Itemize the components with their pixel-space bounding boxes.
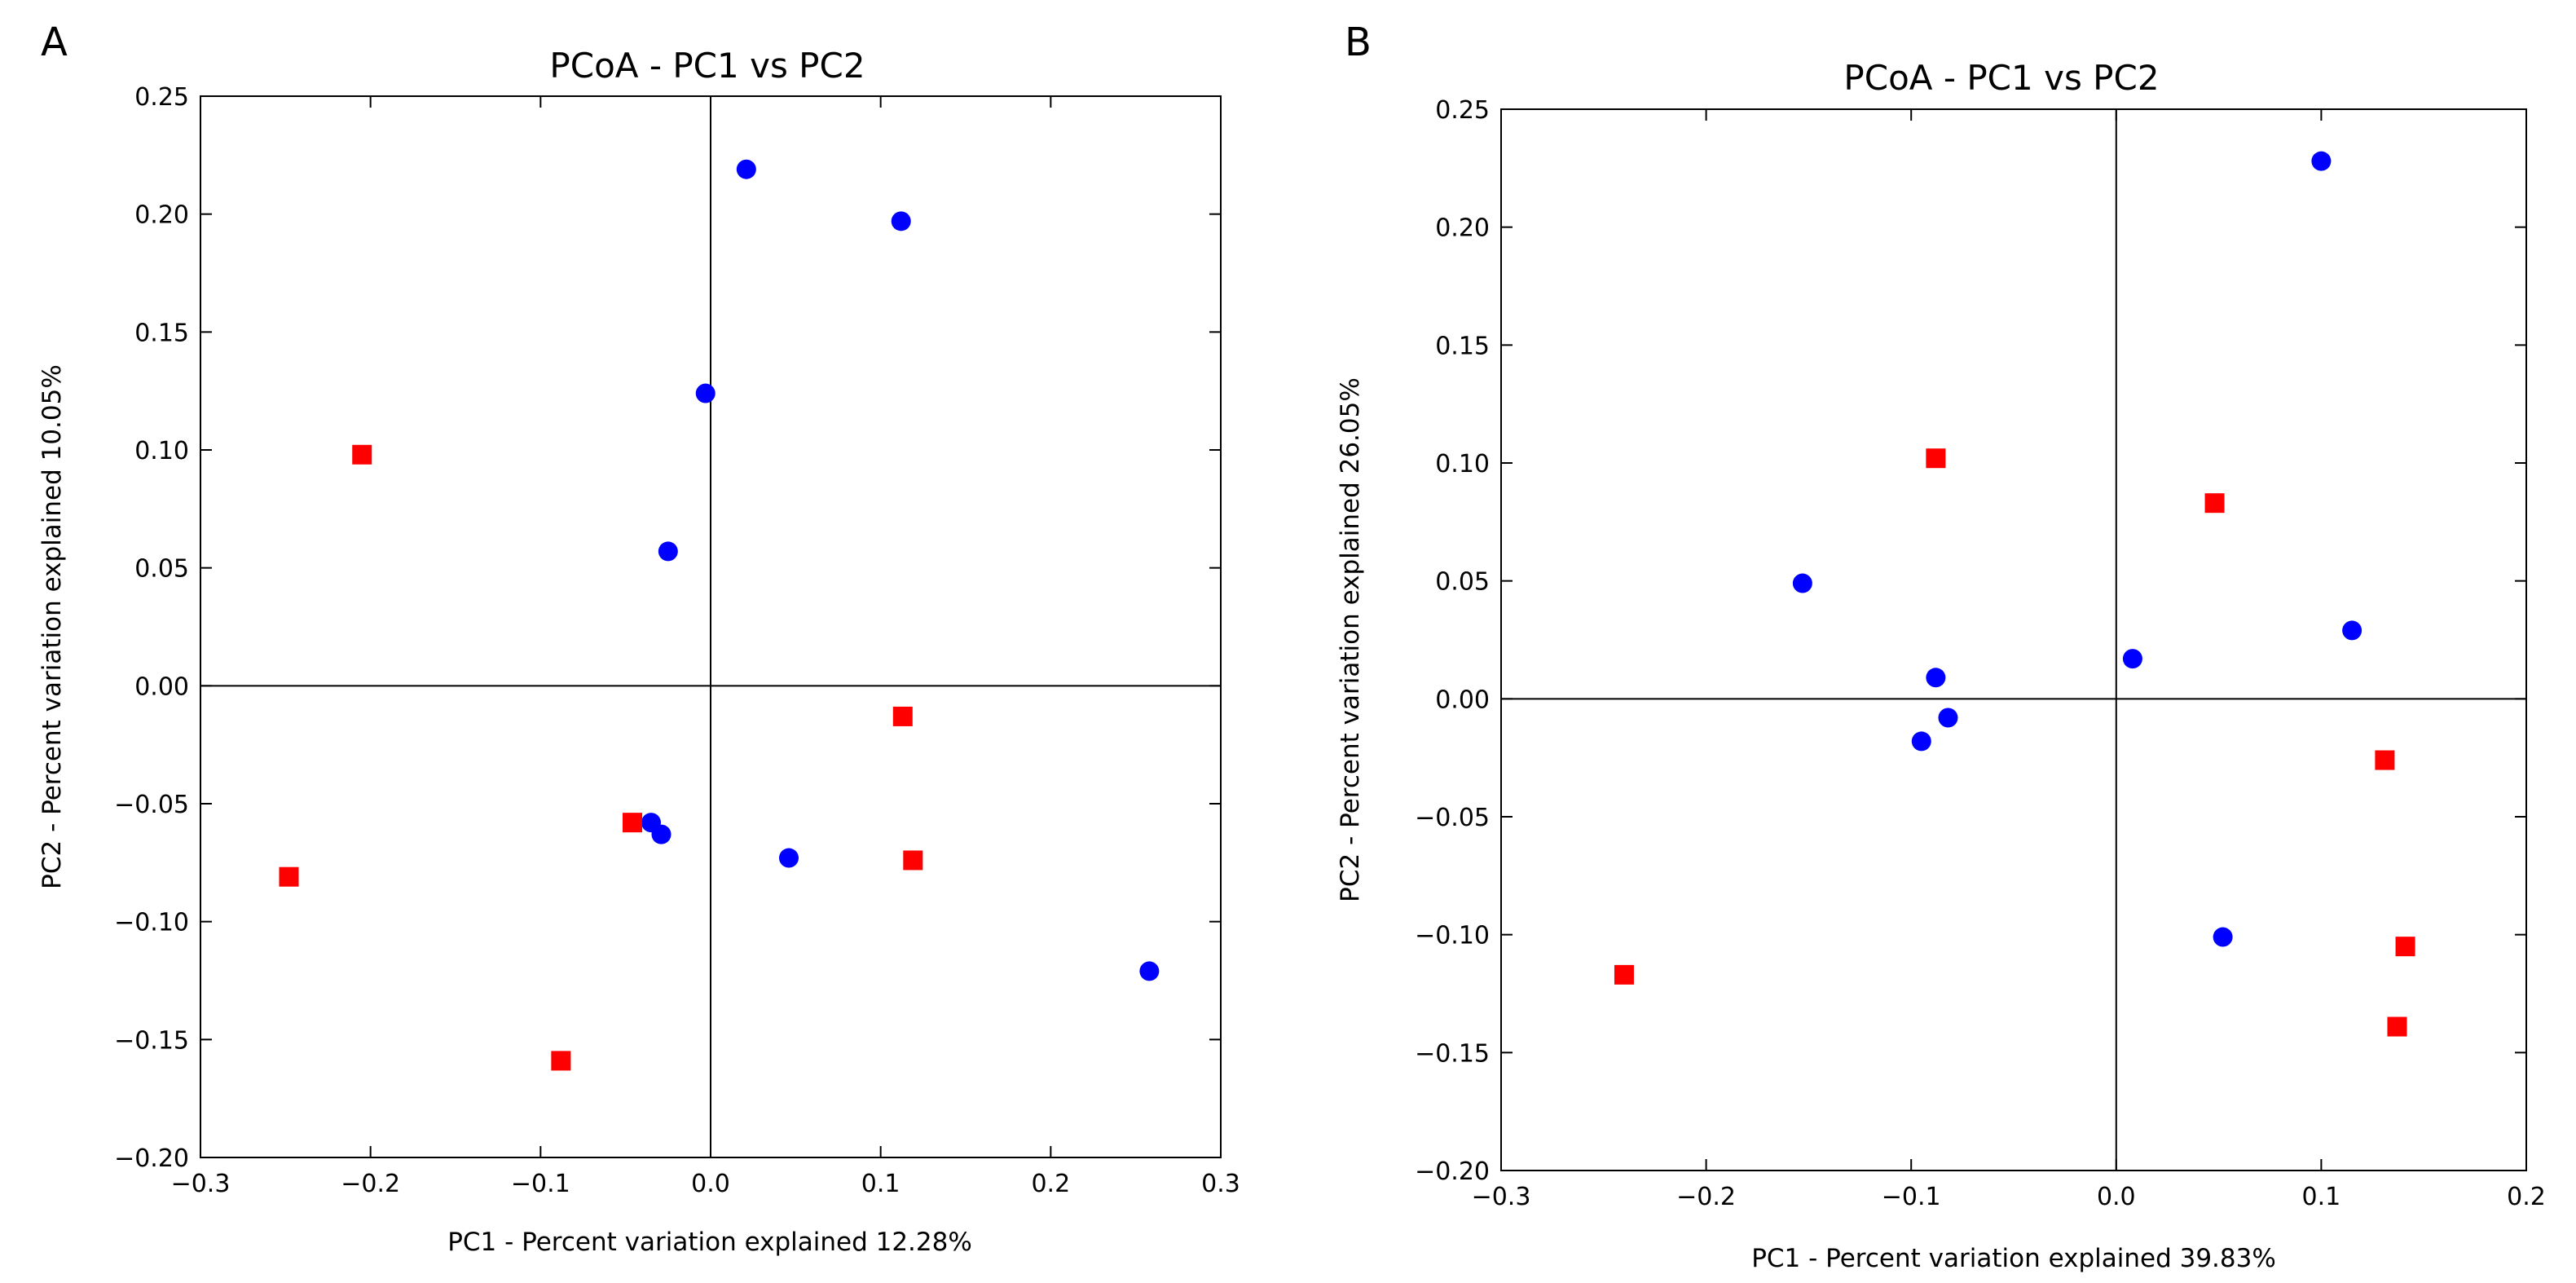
y-tick-label: 0.15 (134, 319, 189, 347)
data-point-square (352, 444, 372, 465)
x-tick-label: −0.1 (1882, 1183, 1941, 1211)
data-point-circle (651, 824, 672, 844)
plot-frame (1500, 108, 2527, 1171)
data-point-square (2375, 750, 2395, 770)
data-point-circle (658, 541, 678, 562)
x-tick-label: −0.2 (341, 1170, 400, 1198)
panel-a: A PCoA - PC1 vs PC2 −0.3 −0.2 −0.1 0.0 0.1 0.… (37, 20, 1240, 1257)
x-tick-label: 0.1 (2302, 1183, 2341, 1211)
x-tick-label: −0.3 (1472, 1183, 1531, 1211)
data-point-square (1926, 448, 1946, 469)
x-tick-label: 0.3 (1201, 1170, 1240, 1198)
x-tick-label: 0.2 (2507, 1183, 2546, 1211)
y-tick-label: 0.05 (134, 555, 189, 584)
data-point-circle (736, 159, 756, 179)
y-tick-label: 0.25 (134, 83, 189, 112)
data-point-square (2387, 1016, 2407, 1037)
x-tick-label: 0.1 (861, 1170, 900, 1198)
x-tick-label: 0.0 (691, 1170, 730, 1198)
data-point-circle (2122, 649, 2142, 669)
data-point-circle (1139, 961, 1160, 981)
data-point-circle (1792, 573, 1812, 593)
x-tick-label: −0.3 (171, 1170, 231, 1198)
y-tick-label: −0.05 (1415, 804, 1490, 832)
y-tick-label: 0.05 (1435, 568, 1490, 597)
data-point-square (551, 1051, 571, 1071)
y-tick-label: −0.15 (114, 1026, 189, 1055)
data-point-square (892, 706, 913, 726)
y-tick-label: −0.20 (114, 1144, 189, 1173)
y-tick-label: 0.15 (1435, 332, 1490, 360)
chart-title: PCoA - PC1 vs PC2 (549, 46, 865, 86)
y-tick-label: 0.10 (1435, 450, 1490, 478)
y-axis-label: PC2 - Percent variation explained 10.05% (37, 364, 67, 889)
data-point-square (2204, 493, 2225, 514)
data-point-circle (891, 211, 911, 231)
data-point-square (2395, 937, 2415, 957)
data-point-square (1614, 964, 1634, 985)
x-axis-label: PC1 - Percent variation explained 12.28% (447, 1228, 972, 1257)
x-tick-label: −0.1 (511, 1170, 570, 1198)
y-tick-label: −0.15 (1415, 1039, 1490, 1068)
y-tick-label: 0.20 (134, 201, 189, 230)
y-tick-label: −0.10 (1415, 922, 1490, 950)
y-tick-label: −0.05 (114, 791, 189, 819)
data-point-circle (1926, 668, 1946, 688)
x-tick-label: −0.2 (1676, 1183, 1736, 1211)
data-point-circle (1938, 708, 1958, 728)
data-point-circle (1911, 731, 1931, 752)
data-point-circle (778, 848, 799, 868)
panel-b: B PCoA - PC1 vs PC2 −0.3 −0.2 −0.1 0.0 0.1 0.… (1336, 20, 2546, 1273)
data-point-square (623, 813, 643, 833)
y-tick-label: −0.20 (1415, 1157, 1490, 1186)
y-tick-label: 0.00 (134, 672, 189, 701)
x-axis-label: PC1 - Percent variation explained 39.83% (1751, 1244, 2276, 1273)
y-tick-label: −0.10 (114, 909, 189, 937)
y-axis-label: PC2 - Percent variation explained 26.05% (1336, 377, 1365, 902)
data-point-circle (695, 383, 716, 403)
y-tick-label: 0.00 (1435, 686, 1490, 714)
y-tick-label: 0.20 (1435, 214, 1490, 243)
y-tick-label: 0.10 (134, 437, 189, 465)
data-point-circle (2311, 151, 2332, 171)
data-point-circle (2213, 927, 2233, 947)
panel-letter: A (41, 20, 68, 65)
x-tick-label: 0.2 (1031, 1170, 1070, 1198)
y-tick-label: 0.25 (1435, 96, 1490, 125)
panel-letter: B (1345, 20, 1372, 65)
data-point-circle (2342, 620, 2362, 641)
data-point-square (903, 850, 923, 871)
chart-title: PCoA - PC1 vs PC2 (1843, 58, 2159, 98)
data-point-square (279, 866, 299, 887)
x-tick-label: 0.0 (2097, 1183, 2136, 1211)
